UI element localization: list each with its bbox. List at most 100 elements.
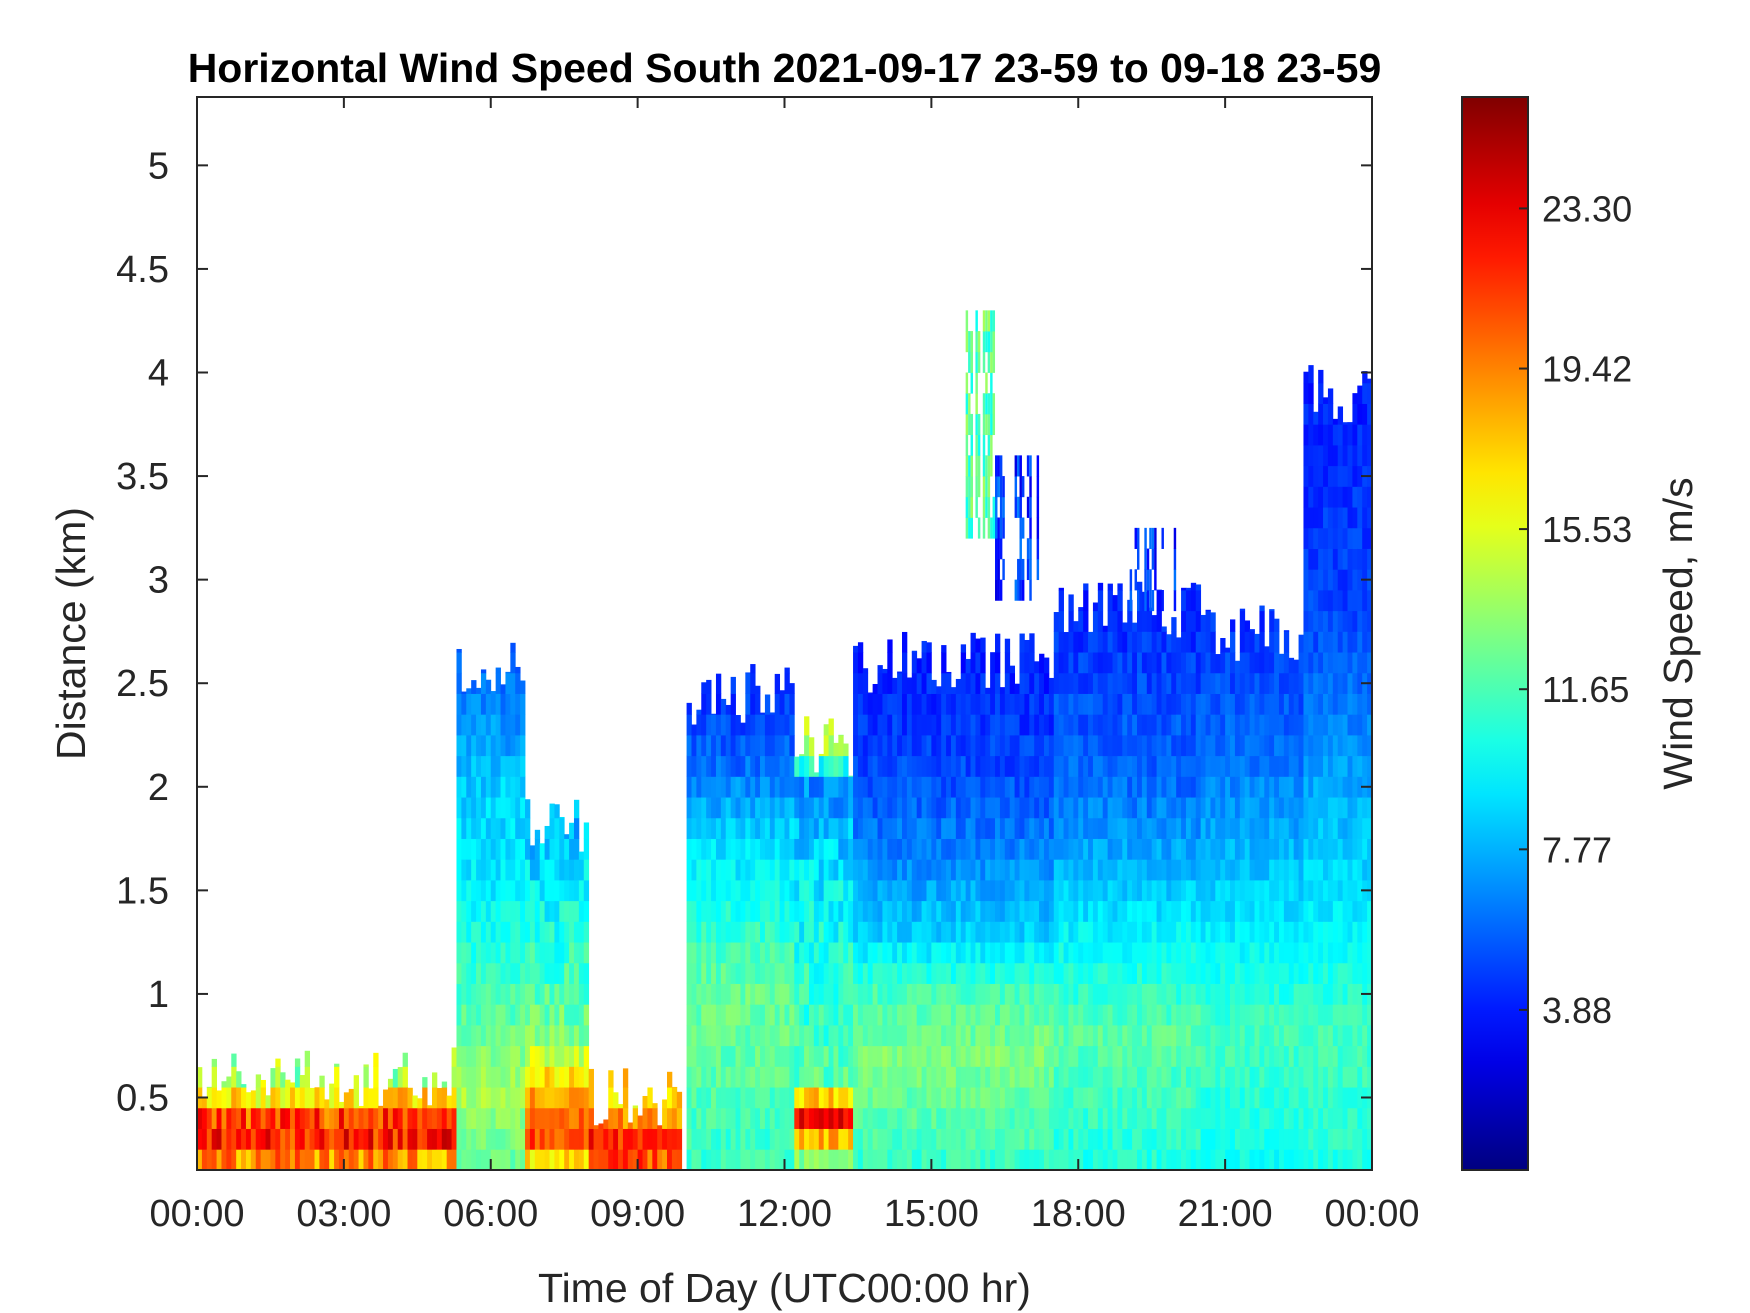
heatmap-cell [1068, 838, 1074, 860]
heatmap-cell [1337, 548, 1344, 570]
heatmap-cell [799, 754, 805, 757]
heatmap-cell [490, 1087, 497, 1109]
heatmap-cell [578, 1128, 585, 1150]
heatmap-cell [1009, 983, 1016, 1005]
heatmap-cell [495, 1004, 501, 1026]
heatmap-cell [211, 1128, 217, 1150]
heatmap-cell [1083, 1004, 1089, 1026]
heatmap-cell [975, 1128, 981, 1150]
heatmap-cell [1367, 921, 1372, 943]
heatmap-cell [1083, 1087, 1089, 1109]
heatmap-cell [1303, 693, 1309, 715]
heatmap-cell [853, 962, 859, 984]
heatmap-cell [1014, 1107, 1020, 1129]
heatmap-cell [1313, 590, 1319, 612]
heatmap-cell [725, 755, 732, 777]
heatmap-cell [995, 1107, 1001, 1129]
heatmap-cell [652, 1149, 658, 1170]
heatmap-cell [456, 1045, 462, 1067]
heatmap-cell [804, 817, 810, 839]
heatmap-cell [1278, 900, 1285, 922]
heatmap-cell [1151, 735, 1157, 757]
heatmap-cell [1195, 1149, 1202, 1170]
heatmap-cell [701, 1107, 707, 1129]
heatmap-cell [1107, 1004, 1113, 1026]
heatmap-cell [1205, 631, 1211, 653]
heatmap-cell [1244, 1025, 1251, 1047]
heatmap-cell [1132, 1107, 1138, 1129]
heatmap-cell [926, 672, 932, 694]
heatmap-cell [730, 755, 736, 777]
heatmap-cell [696, 709, 702, 715]
heatmap-cell [583, 962, 590, 984]
heatmap-cell [1308, 921, 1314, 943]
heatmap-cell [897, 797, 903, 819]
heatmap-cell [1274, 1025, 1280, 1047]
heatmap-cell [980, 672, 986, 694]
heatmap-cell [813, 880, 820, 902]
heatmap-cell [774, 1149, 781, 1170]
heatmap-cell [892, 983, 898, 1005]
heatmap-cell [1264, 1107, 1270, 1129]
heatmap-cell [1029, 652, 1035, 674]
heatmap-cell [1058, 714, 1064, 736]
heatmap-cell [955, 838, 962, 860]
heatmap-cell [559, 1149, 565, 1170]
heatmap-cell [1313, 817, 1319, 839]
heatmap-cell [1185, 1128, 1192, 1150]
heatmap-cell [853, 983, 859, 1005]
heatmap-cell [867, 797, 874, 819]
heatmap-cell [911, 1087, 918, 1109]
heatmap-cell [730, 776, 736, 798]
heatmap-cell [314, 1087, 320, 1109]
heatmap-cell [1215, 672, 1221, 694]
heatmap-cell [1239, 817, 1246, 839]
heatmap-cell [231, 1087, 237, 1109]
heatmap-cell [1024, 859, 1030, 881]
heatmap-cell [1132, 714, 1138, 736]
heatmap-cell [862, 1149, 869, 1170]
heatmap-cell [515, 672, 521, 694]
heatmap-cell [1156, 1045, 1162, 1067]
heatmap-cell [1278, 1149, 1285, 1170]
heatmap-cell [1171, 880, 1177, 902]
heatmap-cell [1053, 735, 1060, 757]
heatmap-cell [1171, 714, 1177, 736]
heatmap-cell [1190, 735, 1197, 757]
heatmap-cell [667, 1128, 673, 1150]
heatmap-cell [999, 579, 1003, 601]
heatmap-cell [1239, 859, 1246, 881]
heatmap-cell [226, 1128, 232, 1150]
heatmap-cell [843, 755, 849, 777]
heatmap-cell [1171, 1107, 1177, 1129]
heatmap-cell [1161, 797, 1167, 819]
heatmap-cell [808, 1149, 815, 1170]
heatmap-cell [1298, 693, 1304, 715]
heatmap-cell [1269, 735, 1275, 757]
heatmap-cell [760, 712, 766, 715]
heatmap-cell [823, 755, 829, 777]
heatmap-cell [1313, 569, 1319, 591]
heatmap-cell [1117, 1149, 1123, 1170]
heatmap-cell [877, 735, 883, 757]
heatmap-cell [892, 838, 898, 860]
x-axis-label: Time of Day (UTC00:00 hr) [538, 1265, 1031, 1311]
heatmap-cell [1318, 527, 1324, 549]
heatmap-cell [539, 962, 546, 984]
heatmap-cell [500, 983, 506, 1005]
heatmap-cell [1137, 900, 1143, 922]
heatmap-cell [1073, 942, 1079, 964]
heatmap-cell [843, 1087, 849, 1109]
heatmap-cell [1313, 1045, 1319, 1067]
heatmap-cell [823, 1025, 829, 1047]
heatmap-cell [1308, 1128, 1314, 1150]
heatmap-cell [588, 1107, 594, 1129]
heatmap-cell [1034, 776, 1040, 798]
heatmap-cell [510, 755, 516, 777]
heatmap-cell [1048, 693, 1055, 715]
heatmap-cell [872, 1025, 878, 1047]
heatmap-cell [451, 1107, 457, 1129]
heatmap-cell [818, 900, 825, 922]
heatmap-cell [1019, 859, 1025, 881]
heatmap-cell [779, 1045, 785, 1067]
